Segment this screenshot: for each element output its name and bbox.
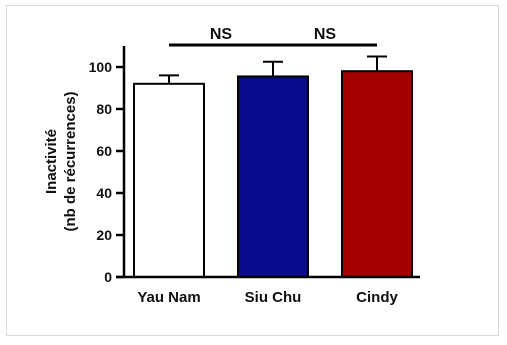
y-axis-label: Inactivité bbox=[43, 129, 60, 194]
significance-label: NS bbox=[210, 26, 233, 43]
y-axis-label-units: (nb de récurrences) bbox=[62, 91, 79, 231]
y-axis: 0 20 40 60 80 100 bbox=[89, 46, 126, 285]
significance-label: NS bbox=[314, 26, 337, 43]
x-tick-label: Yau Nam bbox=[137, 289, 200, 306]
y-tick-label: 100 bbox=[89, 59, 113, 75]
bar bbox=[237, 75, 309, 278]
bars bbox=[133, 55, 413, 278]
significance-annotations: NS NS bbox=[169, 26, 377, 47]
bar bbox=[341, 70, 413, 278]
y-tick-label: 0 bbox=[104, 269, 112, 285]
bar bbox=[133, 82, 205, 278]
y-tick-label: 20 bbox=[96, 227, 112, 243]
x-tick-label: Siu Chu bbox=[245, 289, 302, 306]
y-tick-label: 40 bbox=[96, 185, 112, 201]
x-axis: Yau Nam Siu Chu Cindy bbox=[116, 275, 420, 306]
x-tick-label: Cindy bbox=[356, 289, 398, 306]
y-tick-label: 80 bbox=[96, 101, 112, 117]
y-tick-label: 60 bbox=[96, 143, 112, 159]
